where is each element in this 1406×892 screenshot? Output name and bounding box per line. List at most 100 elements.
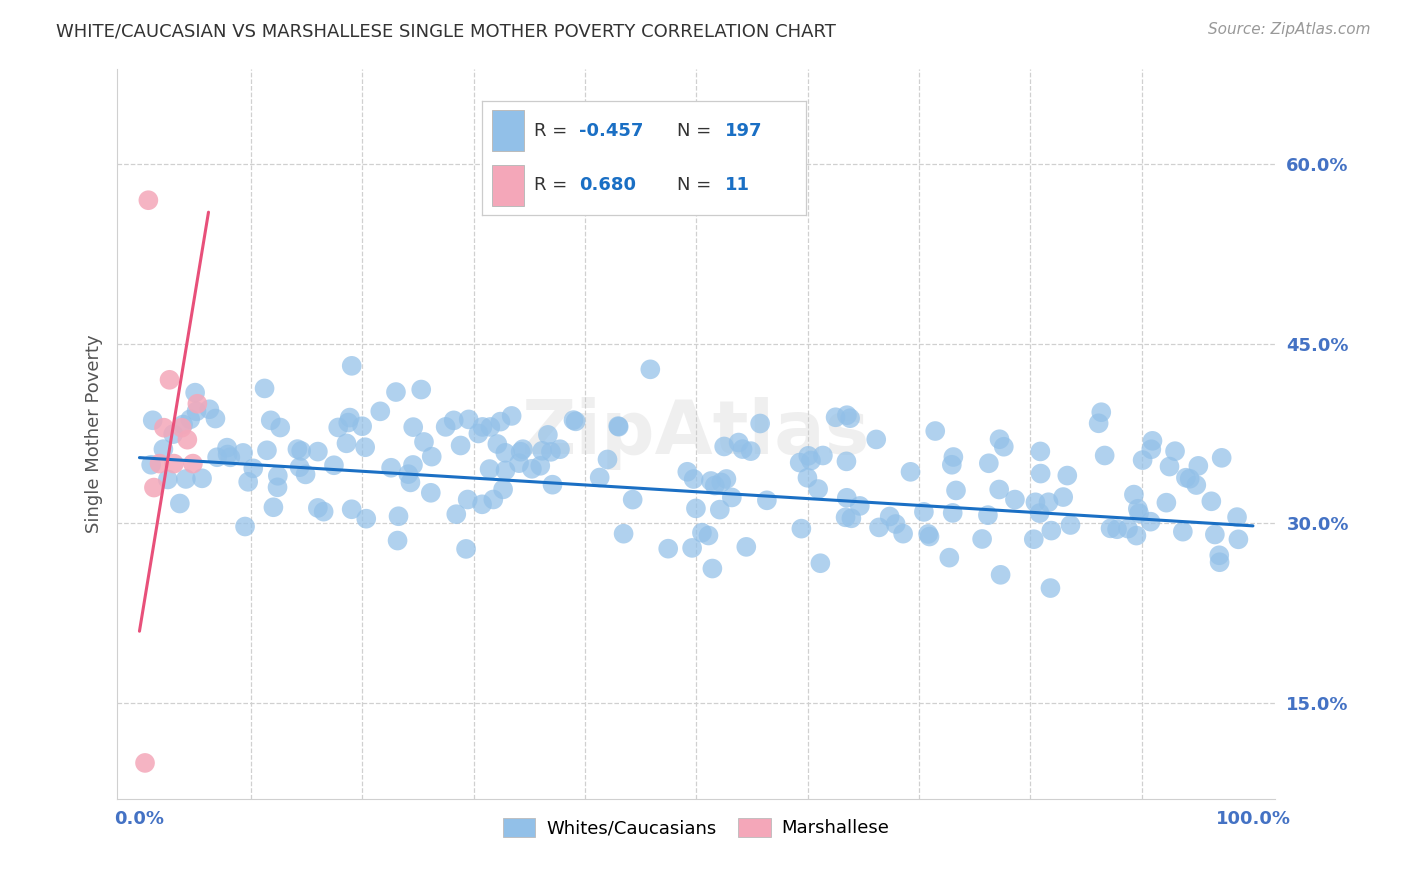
- Point: [1094, 449, 1116, 463]
- Point: [307, 444, 329, 458]
- Point: [740, 444, 762, 458]
- Point: [1059, 518, 1081, 533]
- Point: [156, 472, 179, 486]
- Point: [1024, 495, 1046, 509]
- Point: [709, 502, 731, 516]
- Point: [621, 492, 644, 507]
- Point: [865, 433, 887, 447]
- Point: [294, 467, 316, 482]
- Point: [529, 458, 551, 473]
- Point: [387, 509, 409, 524]
- Point: [215, 441, 238, 455]
- Point: [879, 509, 901, 524]
- Point: [233, 519, 256, 533]
- Point: [492, 483, 515, 497]
- Point: [811, 449, 834, 463]
- Legend: Whites/Caucasians, Marshallese: Whites/Caucasians, Marshallese: [496, 811, 897, 845]
- Point: [307, 500, 329, 515]
- Point: [613, 526, 636, 541]
- Point: [884, 516, 907, 531]
- Point: [354, 440, 377, 454]
- Point: [924, 424, 946, 438]
- Point: [800, 453, 823, 467]
- Point: [1132, 453, 1154, 467]
- Point: [1126, 501, 1149, 516]
- Point: [990, 567, 1012, 582]
- Point: [508, 456, 530, 470]
- Point: [1052, 490, 1074, 504]
- Point: [267, 468, 290, 483]
- Point: [685, 501, 707, 516]
- Point: [262, 500, 284, 515]
- Point: [835, 454, 858, 468]
- Point: [1128, 506, 1150, 520]
- Point: [807, 482, 830, 496]
- Point: [1178, 472, 1201, 486]
- Point: [253, 381, 276, 395]
- Point: [139, 458, 162, 472]
- Point: [387, 533, 409, 548]
- Point: [1087, 417, 1109, 431]
- Point: [471, 420, 494, 434]
- Point: [1028, 506, 1050, 520]
- Point: [839, 411, 862, 425]
- Point: [790, 522, 813, 536]
- Point: [1116, 522, 1139, 536]
- Point: [454, 541, 477, 556]
- Point: [607, 419, 630, 434]
- Point: [457, 492, 479, 507]
- Point: [1185, 478, 1208, 492]
- Point: [457, 412, 479, 426]
- Point: [396, 467, 419, 482]
- Point: [697, 528, 720, 542]
- Point: [153, 420, 176, 434]
- Point: [562, 413, 585, 427]
- Point: [1142, 434, 1164, 448]
- Point: [918, 529, 941, 543]
- Point: [755, 493, 778, 508]
- Point: [537, 428, 560, 442]
- Point: [835, 408, 858, 422]
- Point: [1039, 581, 1062, 595]
- Point: [186, 404, 208, 418]
- Point: [912, 505, 935, 519]
- Point: [205, 450, 228, 465]
- Point: [1227, 533, 1250, 547]
- Point: [399, 475, 422, 490]
- Point: [1156, 496, 1178, 510]
- Point: [900, 465, 922, 479]
- Point: [219, 450, 242, 465]
- Point: [163, 457, 186, 471]
- Point: [942, 506, 965, 520]
- Point: [242, 461, 264, 475]
- Point: [1022, 532, 1045, 546]
- Point: [1211, 450, 1233, 465]
- Point: [868, 520, 890, 534]
- Point: [731, 442, 754, 456]
- Point: [993, 440, 1015, 454]
- Point: [260, 413, 283, 427]
- Point: [1204, 527, 1226, 541]
- Point: [700, 474, 723, 488]
- Point: [540, 445, 562, 459]
- Point: [945, 483, 967, 498]
- Point: [411, 383, 433, 397]
- Point: [640, 362, 662, 376]
- Point: [789, 456, 811, 470]
- Point: [495, 463, 517, 477]
- Point: [1038, 495, 1060, 509]
- Point: [796, 471, 818, 485]
- Point: [1164, 444, 1187, 458]
- Point: [589, 470, 612, 484]
- Point: [1056, 468, 1078, 483]
- Point: [749, 417, 772, 431]
- Point: [162, 427, 184, 442]
- Point: [501, 409, 523, 423]
- Point: [340, 502, 363, 516]
- Point: [471, 497, 494, 511]
- Point: [172, 417, 194, 432]
- Point: [1208, 548, 1230, 562]
- Point: [169, 496, 191, 510]
- Point: [287, 442, 309, 456]
- Point: [134, 756, 156, 770]
